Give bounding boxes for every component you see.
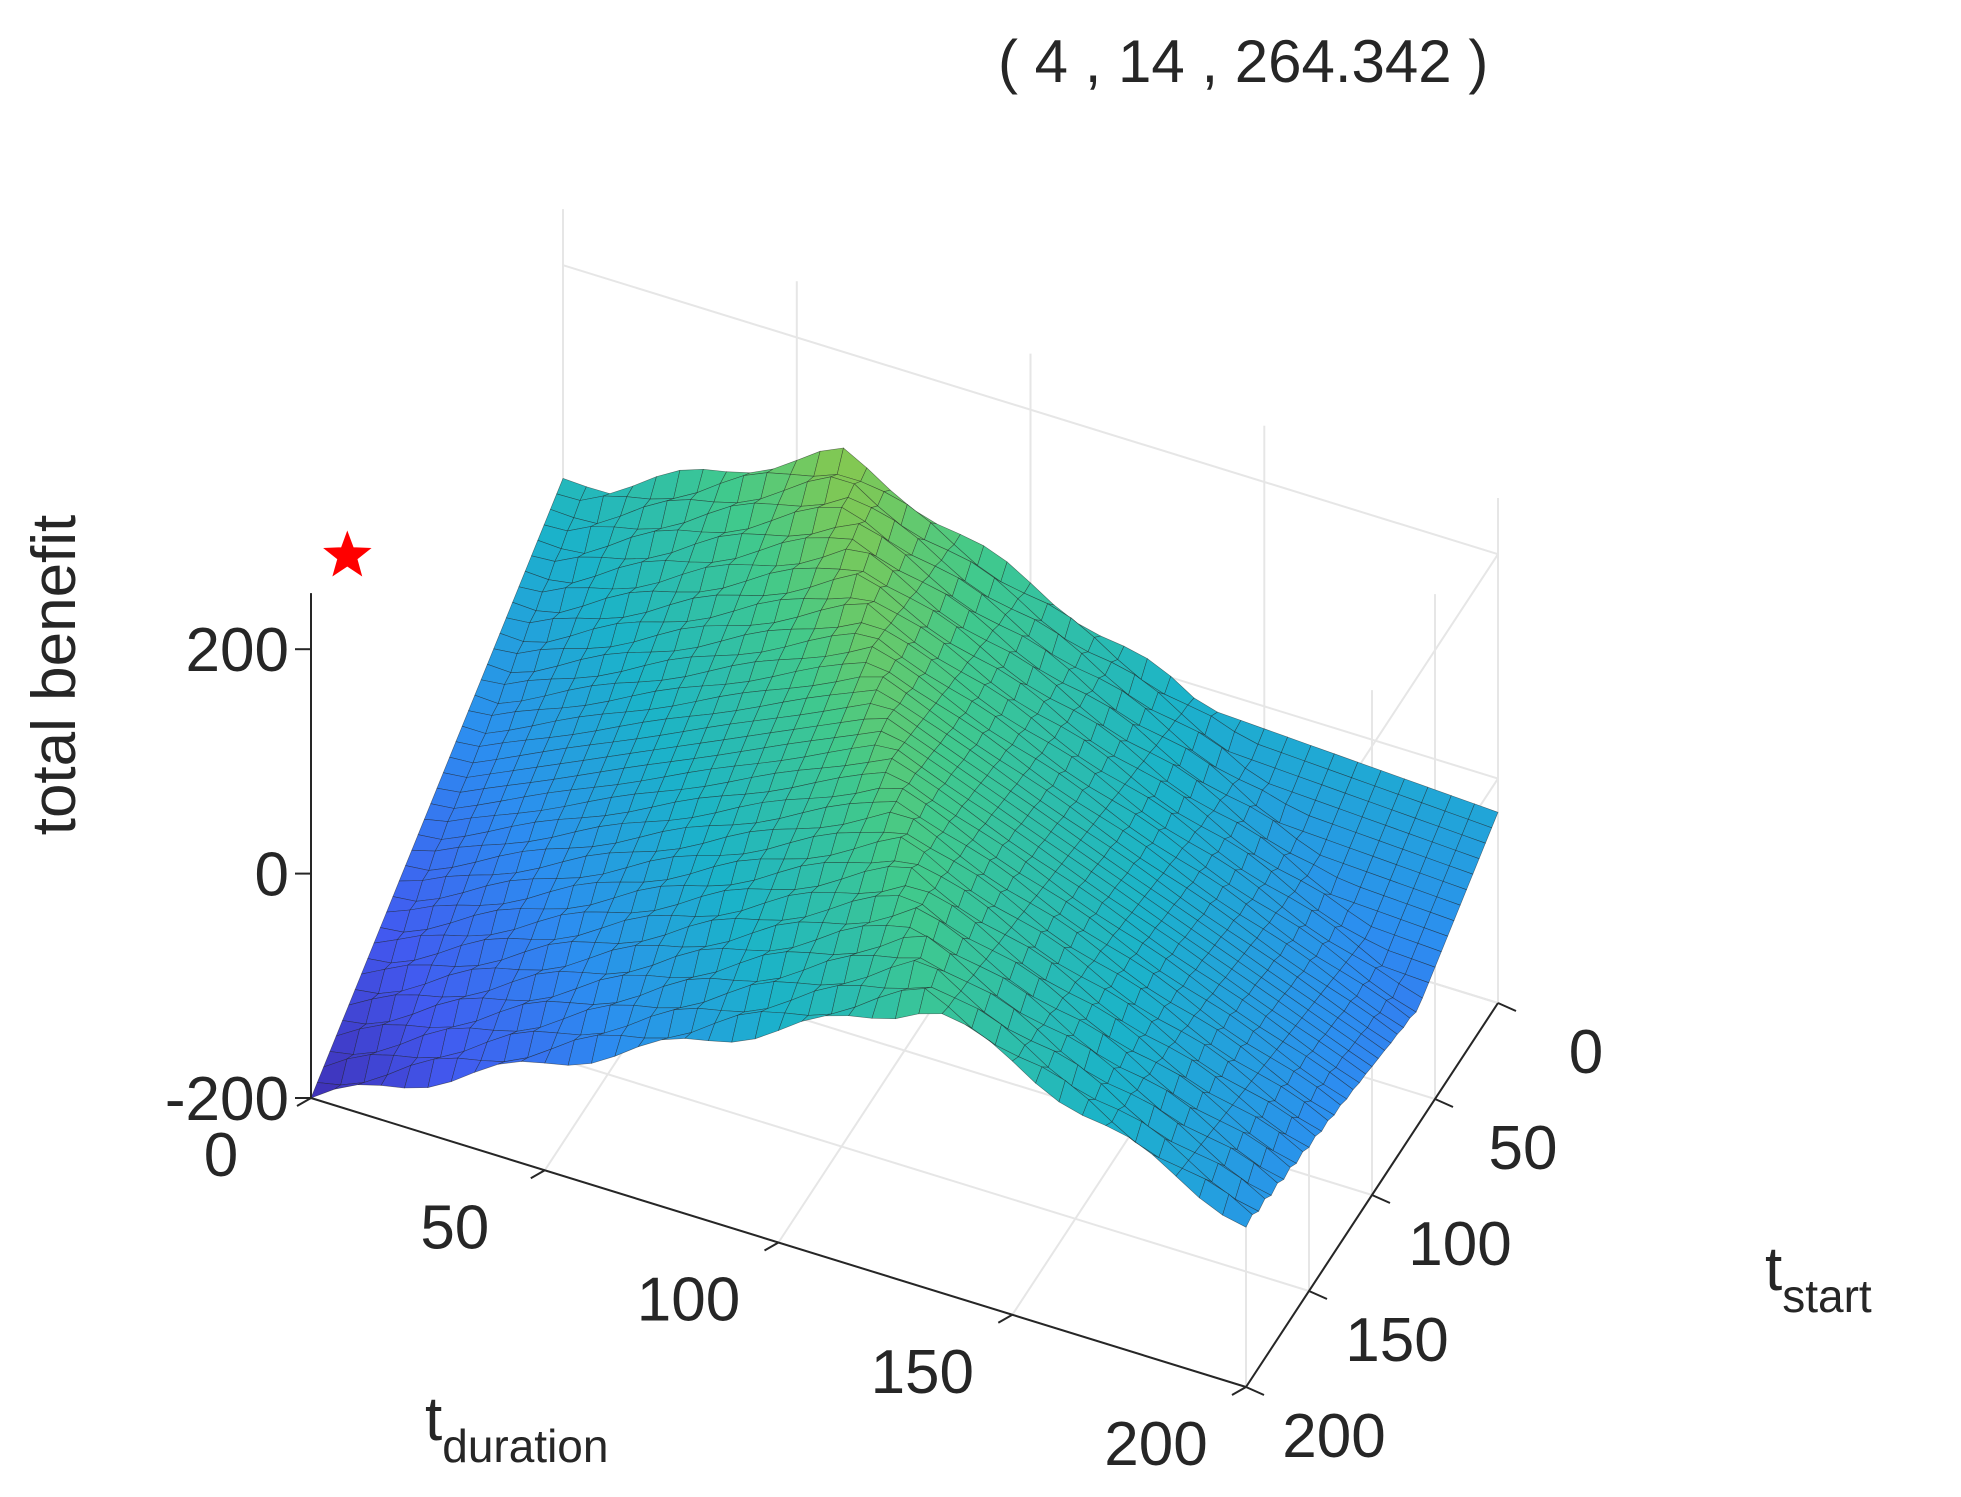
x-tick-label: 150 <box>871 1338 974 1407</box>
z-tick-label: 200 <box>186 616 289 685</box>
y-tick-label: 200 <box>1282 1402 1385 1471</box>
y-tick-label: 100 <box>1408 1210 1511 1279</box>
y-tick-label: 50 <box>1489 1114 1558 1183</box>
x-tick-label: 200 <box>1104 1410 1207 1479</box>
x-tick <box>296 1097 312 1107</box>
surface-layer <box>310 447 1499 1228</box>
z-tick-label: -200 <box>165 1065 289 1134</box>
y-tick <box>1371 1194 1391 1204</box>
x-tick <box>1231 1386 1247 1396</box>
y-tick <box>1308 1290 1328 1300</box>
x-axis-title: tduration <box>425 1385 608 1472</box>
max-point-star-icon <box>323 530 372 577</box>
y-tick-label: 0 <box>1569 1018 1603 1087</box>
y-tick <box>1245 1386 1265 1396</box>
labels-layer: total benefit tduration tstart ( 4 , 14 … <box>20 28 1872 1472</box>
y-tick <box>1434 1098 1454 1108</box>
surface-patch <box>1222 1193 1253 1228</box>
grid-line <box>562 264 1499 556</box>
z-axis-title: total benefit <box>20 515 89 836</box>
max-point-annotation: ( 4 , 14 , 264.342 ) <box>998 28 1488 95</box>
x-tick <box>530 1169 546 1180</box>
x-tick <box>764 1241 779 1252</box>
y-tick-label: 150 <box>1345 1306 1448 1375</box>
x-tick-label: 50 <box>420 1193 489 1262</box>
x-tick <box>997 1313 1013 1324</box>
x-tick-label: 100 <box>637 1266 740 1335</box>
y-axis-title: tstart <box>1765 1235 1872 1322</box>
z-tick-label: 0 <box>255 841 289 910</box>
y-tick <box>1497 1002 1517 1012</box>
surface-patch <box>310 1082 342 1099</box>
x-tick-label: 0 <box>204 1121 238 1190</box>
